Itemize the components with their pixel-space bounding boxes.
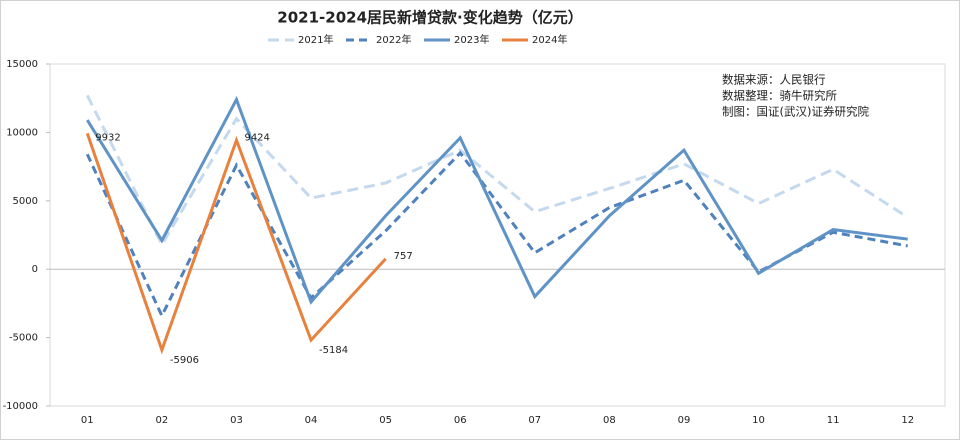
x-tick-label: 12	[901, 415, 914, 426]
series-line	[85, 150, 908, 320]
data-label: -5906	[170, 355, 199, 366]
legend-label: 2024年	[532, 33, 567, 46]
x-tick-label: 02	[156, 415, 169, 426]
x-tick-label: 11	[827, 415, 840, 426]
legend-label: 2022年	[376, 33, 411, 46]
y-tick-label: 15000	[6, 59, 38, 70]
x-tick-label: 08	[603, 415, 616, 426]
y-tick-label: 5000	[13, 196, 38, 207]
plot-border	[49, 63, 946, 407]
y-tick-label: -10000	[3, 401, 38, 412]
x-tick-label: 09	[678, 415, 691, 426]
y-tick-label: -5000	[9, 333, 38, 344]
y-tick-label: 10000	[6, 127, 38, 138]
data-label: 9932	[95, 132, 120, 143]
annotation: 制图：国证(武汉)证券研究院	[722, 105, 869, 119]
chart-title: 2021-2024居民新增贷款·变化趋势（亿元）	[277, 9, 582, 27]
x-tick-label: 01	[81, 415, 94, 426]
legend-label: 2023年	[454, 33, 489, 46]
legend-label: 2021年	[298, 33, 333, 46]
x-tick-label: 06	[454, 415, 467, 426]
data-label: 9424	[244, 132, 269, 143]
y-tick-label: 0	[32, 264, 38, 275]
series-line	[86, 95, 908, 305]
x-tick-label: 07	[528, 415, 541, 426]
data-label: -5184	[319, 345, 348, 356]
data-label: 757	[394, 251, 413, 262]
series-line	[85, 132, 387, 355]
x-tick-label: 05	[379, 415, 392, 426]
annotation: 数据整理：骑牛研究所	[722, 89, 837, 103]
x-tick-label: 10	[752, 415, 765, 426]
x-tick-label: 04	[305, 415, 318, 426]
x-tick-label: 03	[230, 415, 243, 426]
annotation: 数据来源：人民银行	[722, 73, 826, 87]
